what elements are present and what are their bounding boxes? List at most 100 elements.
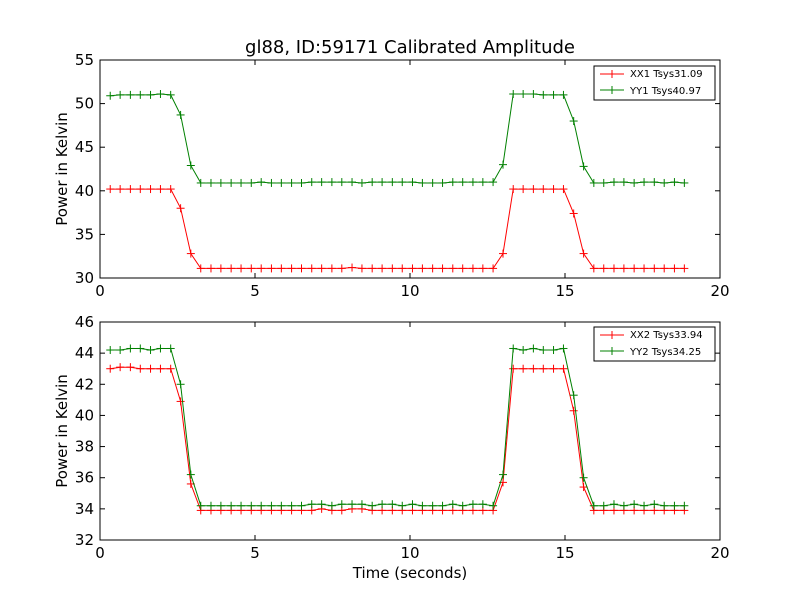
top-series-0-line bbox=[110, 188, 685, 269]
top-series-0-point bbox=[599, 264, 608, 273]
bottom-series-1-point bbox=[398, 501, 407, 510]
bottom-series-1-point bbox=[670, 501, 679, 510]
top-xtick-label: 0 bbox=[95, 282, 105, 300]
top-series-0-point bbox=[247, 264, 256, 273]
bottom-series-0-point bbox=[136, 364, 145, 373]
bottom-series-1-point bbox=[126, 344, 135, 353]
top-series-0-point bbox=[196, 264, 205, 273]
bottom-plot-ylabel: Power in Kelvin bbox=[53, 374, 71, 488]
top-series-1-point bbox=[569, 117, 578, 126]
top-series-0-point bbox=[589, 264, 598, 273]
top-series-1-point bbox=[357, 178, 366, 187]
top-series-0-point bbox=[378, 264, 387, 273]
bottom-series-1-point bbox=[428, 501, 437, 510]
top-series-1-point bbox=[468, 178, 477, 187]
top-series-0-point bbox=[398, 264, 407, 273]
top-xtick-label: 10 bbox=[400, 282, 419, 300]
bottom-series-1-point bbox=[337, 500, 346, 509]
top-series-1-point bbox=[448, 178, 457, 187]
top-series-0-point bbox=[640, 264, 649, 273]
bottom-series-1-point bbox=[509, 344, 518, 353]
top-series-0-point bbox=[408, 264, 417, 273]
bottom-ytick-label: 46 bbox=[75, 313, 94, 331]
bottom-series-1-point bbox=[489, 501, 498, 510]
top-series-1-point bbox=[156, 90, 165, 99]
top-series-1-point bbox=[539, 90, 548, 99]
top-series-1-point bbox=[106, 91, 115, 100]
top-series-0-point bbox=[670, 264, 679, 273]
bottom-series-1-point bbox=[307, 500, 316, 509]
top-series-0-point bbox=[499, 249, 507, 258]
bottom-series-1-point bbox=[388, 500, 397, 509]
bottom-series-1-point bbox=[408, 500, 417, 509]
bottom-xtick-label: 20 bbox=[710, 544, 729, 562]
top-series-0-point bbox=[428, 264, 437, 273]
top-series-0-point bbox=[559, 185, 568, 194]
bottom-series-0-point bbox=[509, 364, 518, 373]
top-series-1-point bbox=[478, 178, 487, 187]
bottom-ytick-label: 36 bbox=[75, 469, 94, 487]
bottom-plot: Power in Kelvin Time (seconds) 0 5 10 15 20 3… bbox=[53, 313, 730, 582]
bottom-series-1-point bbox=[539, 346, 548, 355]
top-series-1-point bbox=[166, 90, 175, 99]
top-series-1-point bbox=[680, 178, 689, 187]
bottom-series-1-point bbox=[650, 500, 659, 509]
bottom-series-0-point bbox=[106, 364, 115, 373]
top-series-1-point bbox=[257, 178, 266, 187]
bottom-series-1-point bbox=[267, 501, 276, 510]
bottom-series-1-point bbox=[589, 501, 598, 510]
top-series-1-point bbox=[579, 162, 588, 171]
bottom-series-1-point bbox=[448, 500, 457, 509]
top-series-1-line bbox=[110, 93, 685, 184]
bottom-series-1-point bbox=[378, 500, 387, 509]
top-series-0-point bbox=[418, 264, 427, 273]
top-ytick-label: 50 bbox=[75, 95, 94, 113]
top-series-1-point bbox=[489, 178, 498, 187]
top-ytick-label: 35 bbox=[75, 225, 94, 243]
top-series-0-point bbox=[327, 264, 336, 273]
top-series-0-point bbox=[156, 185, 165, 194]
bottom-xtick-label: 0 bbox=[95, 544, 105, 562]
top-series-1-point bbox=[267, 178, 276, 187]
top-ytick-label: 45 bbox=[75, 138, 94, 156]
top-series-0-point bbox=[368, 264, 377, 273]
top-series-0-point bbox=[317, 264, 326, 273]
bottom-series-1-point bbox=[297, 501, 306, 510]
bottom-series-1-point bbox=[327, 501, 336, 510]
top-series-0-point bbox=[277, 264, 286, 273]
top-series-1-point bbox=[670, 178, 679, 187]
top-series-1-point bbox=[146, 90, 155, 99]
top-series-1-point bbox=[307, 178, 316, 187]
bottom-xtick-label: 10 bbox=[400, 544, 419, 562]
top-series-1-point bbox=[589, 178, 598, 187]
top-series-0-point bbox=[489, 264, 498, 273]
top-series-0-point bbox=[579, 249, 588, 258]
bottom-ytick-label: 42 bbox=[75, 375, 94, 393]
top-xtick-label: 20 bbox=[710, 282, 729, 300]
top-series-1-point bbox=[438, 178, 447, 187]
top-series-1-point bbox=[519, 90, 528, 99]
top-series-0-point bbox=[206, 264, 215, 273]
top-legend-yy1-label: YY1 Tsys40.97 bbox=[629, 86, 701, 97]
bottom-series-1-point bbox=[237, 501, 246, 510]
bottom-series-1-point bbox=[156, 344, 165, 353]
top-series-1-point bbox=[650, 178, 659, 187]
top-series-1-point bbox=[206, 178, 215, 187]
top-series-1-point bbox=[428, 178, 437, 187]
bottom-legend-yy2-label: YY2 Tsys34.25 bbox=[629, 347, 701, 358]
top-series-0-point bbox=[388, 264, 397, 273]
top-plot-ylabel: Power in Kelvin bbox=[53, 112, 71, 226]
top-series-0-point bbox=[136, 185, 145, 194]
top-series-1-point bbox=[609, 178, 618, 187]
bottom-series-1-point bbox=[418, 501, 427, 510]
top-series-0-point bbox=[126, 185, 135, 194]
bottom-series-0-point bbox=[519, 364, 528, 373]
top-series-0-point bbox=[478, 264, 487, 273]
bottom-plot-legend-box bbox=[593, 326, 716, 362]
top-plot-legend-box bbox=[593, 65, 716, 101]
bottom-series-1-point bbox=[458, 501, 467, 510]
top-series-0-point bbox=[680, 264, 689, 273]
bottom-series-0-point bbox=[529, 364, 538, 373]
top-series-0-point bbox=[146, 185, 155, 194]
top-series-1-point bbox=[247, 178, 256, 187]
